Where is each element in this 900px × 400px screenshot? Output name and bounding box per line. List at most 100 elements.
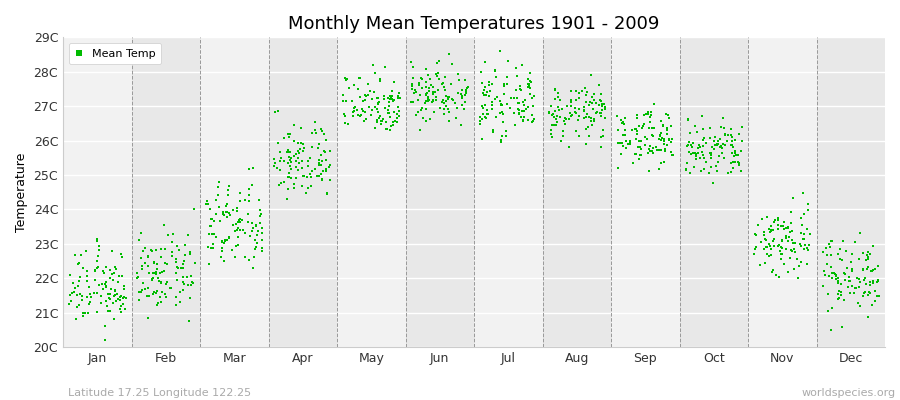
Mean Temp xyxy=(716,115,731,122)
Mean Temp xyxy=(547,108,562,114)
Mean Temp xyxy=(610,127,625,133)
Mean Temp xyxy=(689,152,704,159)
Mean Temp xyxy=(169,270,184,276)
Mean Temp xyxy=(707,146,722,152)
Mean Temp xyxy=(868,287,882,294)
Mean Temp xyxy=(520,84,535,90)
Mean Temp xyxy=(113,293,128,300)
Mean Temp xyxy=(280,196,294,203)
Mean Temp xyxy=(857,290,871,296)
Mean Temp xyxy=(701,170,716,176)
Mean Temp xyxy=(685,144,699,151)
Mean Temp xyxy=(580,141,594,147)
Mean Temp xyxy=(842,273,856,280)
Mean Temp xyxy=(642,168,656,174)
Mean Temp xyxy=(176,279,190,285)
Mean Temp xyxy=(358,109,373,115)
Mean Temp xyxy=(803,231,817,238)
Mean Temp xyxy=(242,186,256,193)
Mean Temp xyxy=(586,106,600,112)
Mean Temp xyxy=(833,292,848,298)
Mean Temp xyxy=(584,99,598,106)
Mean Temp xyxy=(373,112,387,119)
Mean Temp xyxy=(213,254,228,260)
Mean Temp xyxy=(693,144,707,150)
Mean Temp xyxy=(628,126,643,133)
Mean Temp xyxy=(577,108,591,114)
Mean Temp xyxy=(489,114,503,121)
Mean Temp xyxy=(430,70,445,76)
Mean Temp xyxy=(315,128,329,134)
Mean Temp xyxy=(582,114,597,120)
Mean Temp xyxy=(383,96,398,102)
Bar xyxy=(337,37,406,347)
Mean Temp xyxy=(441,106,455,112)
Mean Temp xyxy=(157,268,171,274)
Mean Temp xyxy=(386,98,400,104)
Mean Temp xyxy=(345,98,359,104)
Mean Temp xyxy=(788,248,803,255)
Mean Temp xyxy=(485,126,500,133)
Mean Temp xyxy=(703,124,717,131)
Mean Temp xyxy=(282,174,296,180)
Mean Temp xyxy=(497,83,511,89)
Mean Temp xyxy=(507,110,521,116)
Mean Temp xyxy=(550,119,564,126)
Mean Temp xyxy=(704,164,718,170)
Mean Temp xyxy=(831,251,845,257)
Mean Temp xyxy=(832,256,847,262)
Mean Temp xyxy=(568,105,582,111)
Mean Temp xyxy=(131,296,146,303)
Mean Temp xyxy=(81,310,95,316)
Mean Temp xyxy=(851,284,866,291)
Mean Temp xyxy=(418,98,433,104)
Mean Temp xyxy=(563,97,578,104)
Mean Temp xyxy=(818,245,832,252)
Mean Temp xyxy=(726,165,741,171)
Mean Temp xyxy=(281,130,295,137)
Mean Temp xyxy=(284,130,298,137)
Mean Temp xyxy=(238,230,252,237)
Mean Temp xyxy=(112,293,127,300)
Mean Temp xyxy=(634,152,649,158)
Mean Temp xyxy=(549,122,563,128)
Mean Temp xyxy=(148,270,162,276)
Mean Temp xyxy=(775,238,789,244)
Mean Temp xyxy=(218,237,232,243)
Mean Temp xyxy=(831,280,845,286)
Mean Temp xyxy=(155,289,169,295)
Mean Temp xyxy=(656,138,670,144)
Mean Temp xyxy=(176,261,191,267)
Mean Temp xyxy=(788,266,802,272)
Mean Temp xyxy=(557,118,572,124)
Mean Temp xyxy=(320,190,334,196)
Mean Temp xyxy=(485,129,500,135)
Mean Temp xyxy=(645,125,660,132)
Mean Temp xyxy=(495,111,509,117)
Mean Temp xyxy=(426,83,440,90)
Mean Temp xyxy=(286,184,301,191)
Mean Temp xyxy=(757,228,771,235)
Mean Temp xyxy=(276,134,291,141)
Mean Temp xyxy=(90,238,104,244)
Mean Temp xyxy=(385,96,400,102)
Mean Temp xyxy=(165,252,179,259)
Mean Temp xyxy=(732,160,746,166)
Mean Temp xyxy=(583,99,598,105)
Mean Temp xyxy=(818,272,832,278)
Mean Temp xyxy=(796,210,811,217)
Mean Temp xyxy=(219,208,233,215)
Mean Temp xyxy=(549,116,563,122)
Mean Temp xyxy=(500,81,514,87)
Mean Temp xyxy=(316,168,330,174)
Mean Temp xyxy=(614,150,628,157)
Mean Temp xyxy=(565,112,580,118)
Mean Temp xyxy=(767,236,781,242)
Mean Temp xyxy=(580,123,595,130)
Mean Temp xyxy=(436,97,450,104)
Mean Temp xyxy=(220,214,234,220)
Mean Temp xyxy=(499,127,513,134)
Mean Temp xyxy=(519,106,534,112)
Mean Temp xyxy=(267,155,282,162)
Mean Temp xyxy=(569,110,583,116)
